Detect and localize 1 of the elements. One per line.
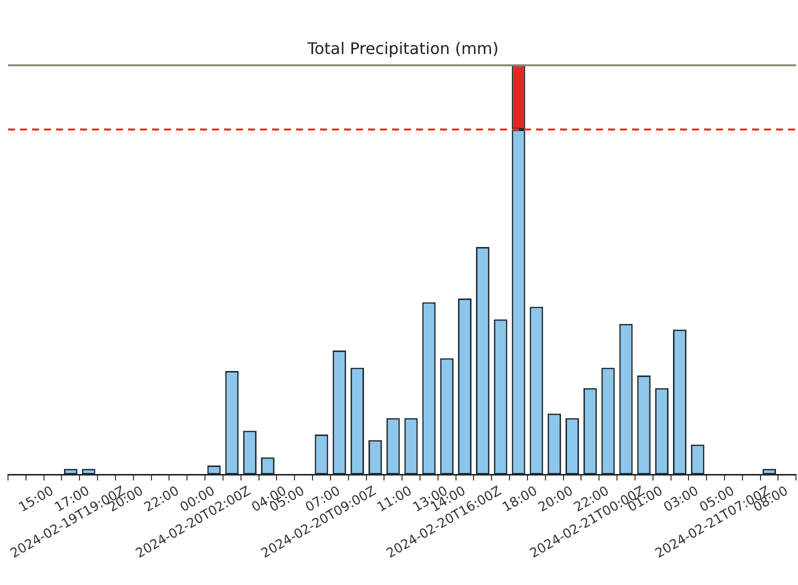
chart-title: Total Precipitation (mm) <box>306 38 499 58</box>
